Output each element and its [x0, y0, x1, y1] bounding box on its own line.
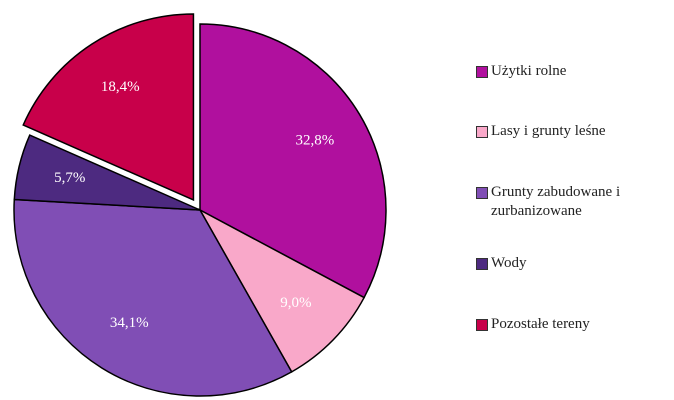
pie-slice — [22, 13, 195, 202]
legend-label: Grunty zabudowane i zurbanizowane — [491, 184, 621, 219]
legend-label: Użytki rolne — [491, 63, 567, 79]
data-label: 18,4% — [101, 79, 140, 95]
legend-item: Pozostałe tereny — [476, 315, 666, 334]
legend-swatch — [476, 66, 488, 78]
legend-label: Wody — [491, 255, 527, 271]
legend-item: Wody — [476, 254, 666, 273]
pie-slice — [199, 23, 387, 299]
legend-swatch — [476, 126, 488, 138]
data-label: 9,0% — [280, 295, 311, 311]
legend-item: Lasy i grunty leśne — [476, 122, 666, 141]
legend-swatch — [476, 187, 488, 199]
legend-label: Lasy i grunty leśne — [491, 123, 606, 139]
legend-item: Grunty zabudowane i zurbanizowane — [476, 183, 666, 221]
pie-slice — [13, 198, 293, 397]
pie-slice — [198, 208, 366, 373]
legend-swatch — [476, 319, 488, 331]
data-label: 34,1% — [110, 315, 149, 331]
legend-label: Pozostałe tereny — [491, 316, 590, 332]
data-label: 5,7% — [54, 170, 85, 186]
pie-area: 32,8% 9,0% 34,1% 5,7% 18,4% — [13, 13, 387, 397]
pie-slice — [13, 134, 201, 211]
legend-item: Użytki rolne — [476, 62, 666, 81]
data-label: 32,8% — [295, 133, 334, 149]
legend-swatch — [476, 258, 488, 270]
